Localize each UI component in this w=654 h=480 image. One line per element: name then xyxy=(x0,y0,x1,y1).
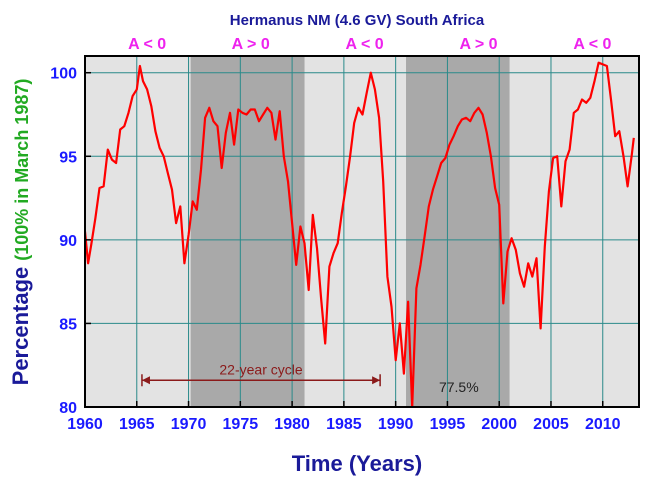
x-axis-label: Time (Years) xyxy=(292,451,422,476)
y-axis-label: Percentage (100% in March 1987) xyxy=(8,79,33,386)
x-tick-label: 2010 xyxy=(585,416,621,433)
cycle-arrow-head-right xyxy=(372,376,381,385)
y-tick-label: 100 xyxy=(50,66,77,83)
phase-label: A < 0 xyxy=(573,36,611,53)
plot-area xyxy=(85,56,639,407)
x-tick-label: 1970 xyxy=(171,416,207,433)
shaded-period xyxy=(406,56,510,407)
y-axis-label-sub: (100% in March 1987) xyxy=(12,79,32,261)
x-tick-label: 2000 xyxy=(481,416,517,433)
y-axis-label-main: Percentage xyxy=(8,267,33,386)
y-tick-label: 90 xyxy=(59,233,77,250)
phase-label: A < 0 xyxy=(346,36,384,53)
x-tick-label: 1980 xyxy=(274,416,310,433)
phase-label: A > 0 xyxy=(232,36,270,53)
x-tick-label: 1965 xyxy=(119,416,155,433)
x-tick-label: 1975 xyxy=(223,416,259,433)
cycle-arrow-head-left xyxy=(141,376,150,385)
chart-title: Hermanus NM (4.6 GV) South Africa xyxy=(230,12,485,29)
shaded-period xyxy=(190,56,305,407)
x-tick-label: 1995 xyxy=(430,416,466,433)
y-tick-label: 95 xyxy=(59,149,77,166)
x-tick-label: 1985 xyxy=(326,416,362,433)
x-tick-label: 1990 xyxy=(378,416,414,433)
series-line xyxy=(85,61,635,407)
phase-label: A > 0 xyxy=(459,36,497,53)
y-tick-label: 80 xyxy=(59,400,77,417)
minimum-label: 77.5% xyxy=(439,379,479,395)
plot-frame xyxy=(84,55,640,408)
phase-label: A < 0 xyxy=(128,36,166,53)
x-tick-label: 1960 xyxy=(67,416,103,433)
x-tick-label: 2005 xyxy=(533,416,569,433)
cycle-label: 22-year cycle xyxy=(219,361,302,377)
y-tick-label: 85 xyxy=(59,316,77,333)
